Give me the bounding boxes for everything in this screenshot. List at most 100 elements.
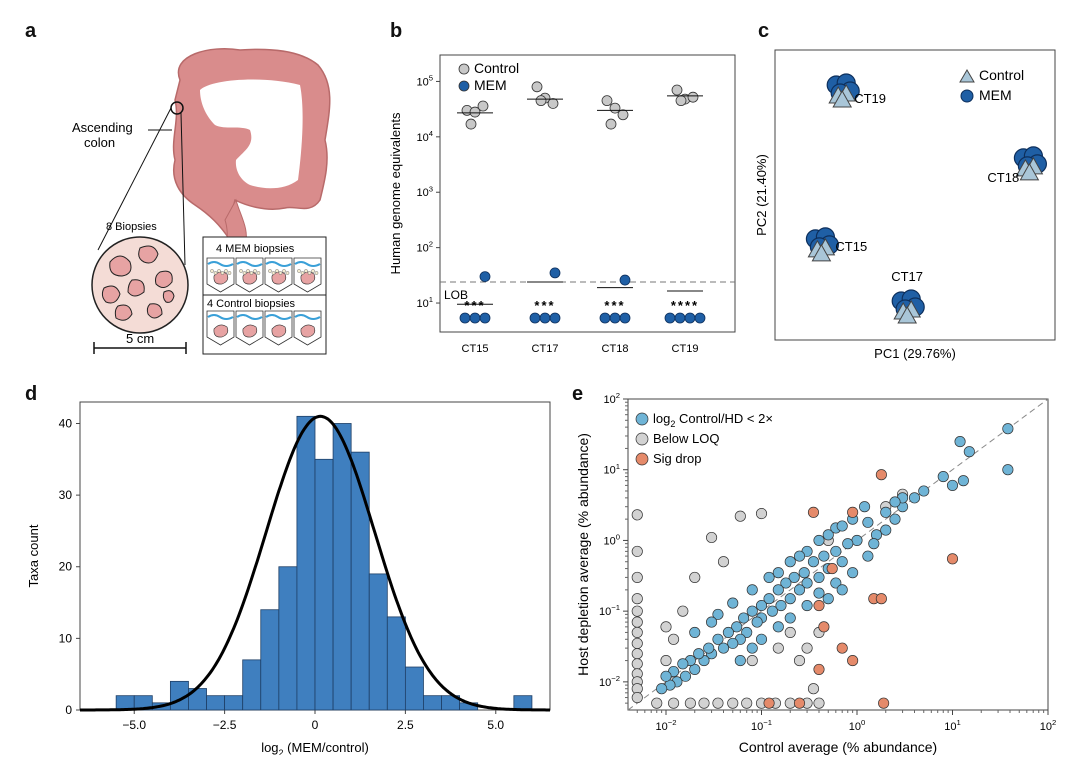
scatter-point: [775, 599, 787, 612]
bead: [304, 269, 308, 273]
scatter-point: [763, 697, 775, 709]
legend-marker: [959, 69, 975, 83]
scatter-point: [763, 571, 775, 583]
scatter-point: [679, 670, 692, 682]
cluster-label: CT18: [987, 170, 1019, 185]
control-point: [535, 95, 547, 107]
scatter-point: [727, 597, 739, 609]
panel-label-b: b: [390, 20, 403, 42]
x-tick-label: 5.0: [487, 718, 504, 732]
bead: [271, 271, 276, 275]
scatter-point: [836, 642, 848, 654]
histogram-bar: [404, 666, 424, 711]
y-tick-label: 104: [416, 129, 433, 144]
significance-stars: ***: [534, 298, 555, 313]
y-axis-label: Taxa count: [26, 524, 41, 587]
bead: [249, 271, 254, 275]
bead: [220, 271, 225, 275]
category-label: CT18: [602, 343, 629, 355]
cluster-label: CT15: [835, 239, 867, 254]
legend-label: Below LOQ: [653, 431, 719, 446]
legend-marker: [635, 452, 649, 466]
panel-c-chart: PC1 (29.76%) PC2 (21.40%) CT19 CT18 CT15 CT17…: [754, 49, 1056, 361]
scatter-point: [807, 506, 820, 518]
category-label: CT17: [532, 343, 559, 355]
x-tick-label: 2.5: [397, 718, 414, 732]
mem-below-lob-point: [684, 312, 696, 324]
control-point: [531, 81, 543, 93]
x-axis-label: log2 (MEM/control): [261, 740, 369, 755]
scatter-point: [830, 545, 842, 557]
control-point: [605, 118, 617, 130]
scatter-point: [862, 516, 874, 528]
bead: [275, 269, 279, 273]
x-tick-label: 100: [849, 718, 866, 733]
legend-label: log2 Control/HD < 2×: [653, 411, 773, 429]
scatter-point: [793, 584, 806, 596]
panel-d-chart: 0 10 20 30 40 −5.0 −2.5 0 2.5 5.0 log2 (MEM/contro…: [26, 401, 551, 755]
scatter-point: [731, 621, 743, 633]
scatter-point: [746, 584, 758, 596]
category-label: CT19: [672, 343, 699, 355]
y-tick-label: 100: [603, 532, 620, 547]
bead: [282, 269, 286, 273]
bead: [278, 271, 283, 275]
scatter-point: [963, 446, 975, 458]
legend-label: MEM: [979, 87, 1012, 103]
scatter-point: [880, 506, 892, 518]
bead: [242, 271, 247, 275]
legend-marker: [960, 89, 974, 103]
significance-stars: ***: [464, 298, 485, 313]
scatter-point: [813, 587, 825, 599]
tissue-piece: [271, 324, 287, 338]
scatter-point: [954, 436, 966, 448]
scatter-point: [880, 524, 892, 536]
buffer-wave: [236, 261, 263, 267]
scatter-point: [734, 510, 746, 522]
scatter-point: [727, 697, 739, 709]
scatter-point: [847, 655, 859, 667]
scatter-point: [875, 593, 887, 605]
scatter-point: [918, 485, 930, 497]
scatter-point: [784, 593, 796, 605]
scatter-point: [875, 469, 887, 481]
scatter-point: [784, 612, 796, 624]
scatter-point: [755, 507, 768, 520]
scatter-point: [693, 648, 705, 660]
scatter-point: [836, 584, 848, 596]
mem-below-lob-point: [609, 312, 621, 324]
legend-marker: [458, 63, 470, 75]
buffer-wave: [207, 261, 234, 267]
scatter-point: [784, 697, 796, 709]
scatter-point: [772, 642, 784, 654]
histogram-bar: [260, 609, 280, 711]
bead: [300, 271, 305, 275]
y-tick-label: 103: [416, 184, 433, 199]
y-tick-label: 101: [416, 295, 433, 310]
y-axis-label: Human genome equivalents: [388, 112, 403, 274]
scatter-point: [793, 697, 806, 709]
scatter-point: [889, 496, 901, 508]
scatter-point: [763, 593, 775, 605]
scatter-point: [703, 642, 715, 654]
scatter-point: [706, 531, 718, 544]
histogram-bar: [513, 695, 533, 711]
bead: [311, 269, 315, 273]
scatter-point: [741, 626, 753, 638]
scatter-point: [668, 633, 680, 645]
bead: [224, 269, 228, 273]
x-axis-label: PC1 (29.76%): [874, 346, 956, 361]
scatter-point: [830, 577, 842, 589]
normal-fit-curve: [80, 414, 550, 712]
bead: [256, 271, 261, 275]
x-tick-label: 10−1: [751, 718, 772, 733]
colon-illustration: [170, 48, 331, 301]
histogram-bar: [296, 415, 316, 711]
scatter-point: [801, 577, 813, 589]
plot-frame: [774, 49, 1056, 341]
x-axis-label: Control average (% abundance): [739, 739, 937, 755]
scatter-point: [813, 599, 825, 612]
scatter-point: [746, 655, 758, 667]
scatter-point: [631, 658, 643, 670]
plot-frame: [627, 398, 1049, 711]
